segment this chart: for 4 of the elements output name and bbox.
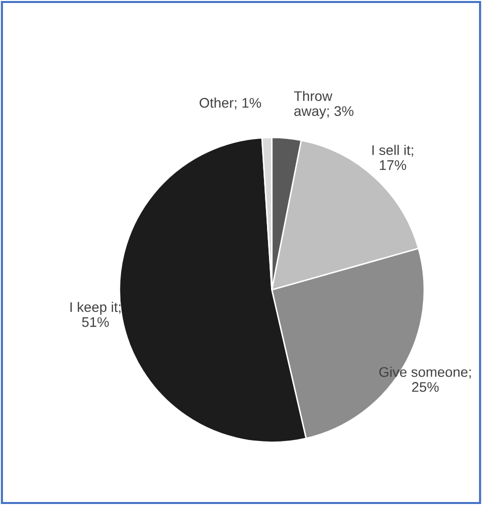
slice-label: Throw away; 3% [294,90,354,119]
slice-label: I keep it; 51% [70,302,120,327]
slice-label: I sell it; 17% [372,144,414,170]
slice-label: Other; 1% [200,98,262,110]
